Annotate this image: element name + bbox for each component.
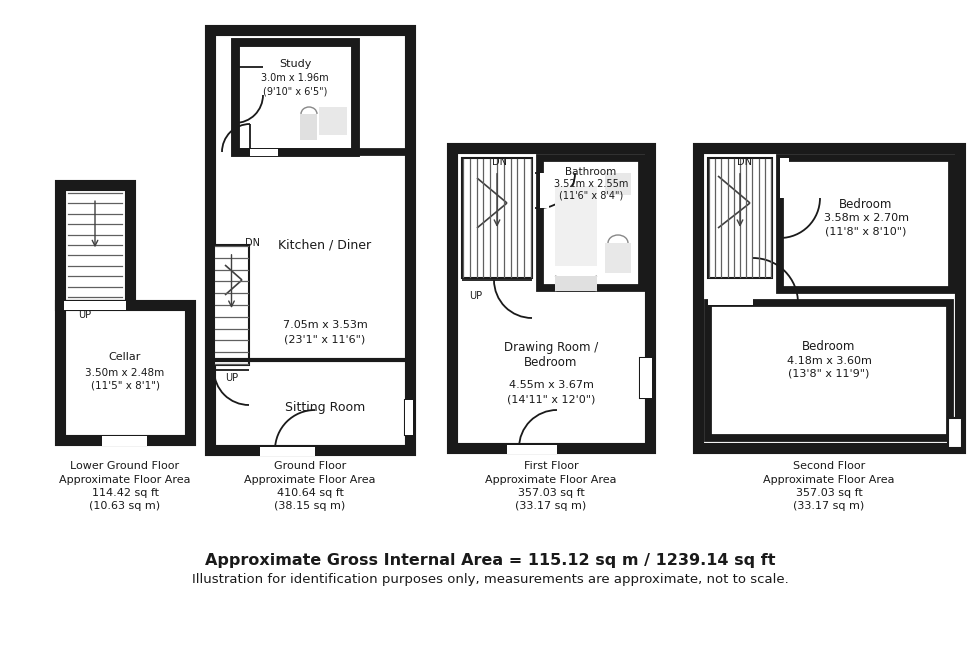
Text: Bedroom: Bedroom <box>524 357 577 370</box>
Text: 3.0m x 1.96m: 3.0m x 1.96m <box>262 73 329 83</box>
Bar <box>640 358 652 398</box>
Bar <box>235 42 355 152</box>
Text: Approximate Floor Area: Approximate Floor Area <box>244 475 375 485</box>
Text: 410.64 sq ft: 410.64 sq ft <box>276 488 343 498</box>
Text: (23'1" x 11'6"): (23'1" x 11'6") <box>284 335 366 345</box>
Text: 7.05m x 3.53m: 7.05m x 3.53m <box>282 320 368 330</box>
Text: Sitting Room: Sitting Room <box>285 402 366 415</box>
Text: (33.17 sq m): (33.17 sq m) <box>515 501 587 511</box>
Bar <box>405 400 413 435</box>
Bar <box>319 107 347 135</box>
Bar <box>452 148 650 448</box>
Text: (13'8" x 11'9"): (13'8" x 11'9") <box>788 369 869 379</box>
Text: 4.18m x 3.60m: 4.18m x 3.60m <box>787 356 871 366</box>
Bar <box>540 173 549 208</box>
Text: Approximate Floor Area: Approximate Floor Area <box>485 475 616 485</box>
Bar <box>708 158 772 278</box>
Bar <box>780 158 952 290</box>
Bar <box>214 245 249 365</box>
Text: Lower Ground Floor: Lower Ground Floor <box>71 461 179 471</box>
Text: 3.58m x 2.70m: 3.58m x 2.70m <box>823 213 908 223</box>
Bar <box>260 447 315 456</box>
Bar <box>605 173 631 195</box>
Bar <box>462 158 532 278</box>
Text: DN: DN <box>492 157 507 167</box>
Text: UP: UP <box>78 310 91 320</box>
Bar <box>210 30 410 450</box>
Bar <box>555 186 597 266</box>
Text: (14'11" x 12'0"): (14'11" x 12'0") <box>507 394 595 404</box>
Bar <box>640 358 652 398</box>
Text: 3.52m x 2.55m: 3.52m x 2.55m <box>554 179 628 189</box>
Text: Ground Floor: Ground Floor <box>273 461 346 471</box>
Bar <box>507 445 557 453</box>
Text: Kitchen / Diner: Kitchen / Diner <box>278 238 371 251</box>
Text: DN: DN <box>737 157 752 167</box>
Text: Second Floor: Second Floor <box>793 461 865 471</box>
Text: (33.17 sq m): (33.17 sq m) <box>794 501 864 511</box>
Bar <box>405 400 410 435</box>
Text: Cellar: Cellar <box>109 351 141 362</box>
Bar <box>948 418 962 448</box>
Text: Approximate Floor Area: Approximate Floor Area <box>763 475 895 485</box>
Bar <box>555 276 597 291</box>
Text: 4.55m x 3.67m: 4.55m x 3.67m <box>509 380 594 390</box>
Bar <box>780 158 789 198</box>
Text: Bedroom: Bedroom <box>839 197 893 210</box>
Text: Drawing Room /: Drawing Room / <box>504 342 598 355</box>
Bar <box>250 150 278 155</box>
Text: First Floor: First Floor <box>523 461 578 471</box>
Text: (38.15 sq m): (38.15 sq m) <box>274 501 346 511</box>
Bar <box>102 436 147 446</box>
Text: (11'5" x 8'1"): (11'5" x 8'1") <box>90 381 160 390</box>
Text: Approximate Floor Area: Approximate Floor Area <box>59 475 191 485</box>
Text: Illustration for identification purposes only, measurements are approximate, not: Illustration for identification purposes… <box>192 573 788 586</box>
Text: Approximate Gross Internal Area = 115.12 sq m / 1239.14 sq ft: Approximate Gross Internal Area = 115.12… <box>205 552 775 567</box>
Text: 357.03 sq ft: 357.03 sq ft <box>796 488 862 498</box>
Bar <box>708 296 753 304</box>
Text: (11'8" x 8'10"): (11'8" x 8'10") <box>825 226 906 236</box>
Bar <box>698 148 960 448</box>
Text: (11'6" x 8'4"): (11'6" x 8'4") <box>559 191 623 201</box>
Text: UP: UP <box>469 291 482 301</box>
Text: (10.63 sq m): (10.63 sq m) <box>89 501 161 511</box>
Text: 3.50m x 2.48m: 3.50m x 2.48m <box>85 368 165 377</box>
Text: Study: Study <box>279 59 312 69</box>
Text: 357.03 sq ft: 357.03 sq ft <box>517 488 584 498</box>
Bar <box>708 303 950 438</box>
Text: Bedroom: Bedroom <box>803 340 856 353</box>
Text: DN: DN <box>244 238 260 248</box>
Bar <box>64 301 126 310</box>
Text: 114.42 sq ft: 114.42 sq ft <box>91 488 159 498</box>
Bar <box>605 243 631 273</box>
Bar <box>60 185 130 305</box>
Bar <box>540 158 642 288</box>
Text: (9'10" x 6'5"): (9'10" x 6'5") <box>263 86 327 96</box>
Text: UP: UP <box>225 373 238 383</box>
Bar <box>300 114 317 140</box>
Text: Bathroom: Bathroom <box>565 167 616 177</box>
Bar <box>60 305 190 440</box>
